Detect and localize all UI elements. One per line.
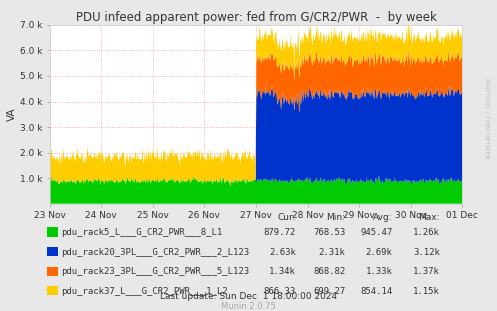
Text: RRDTOOL / TOBI OETIKER: RRDTOOL / TOBI OETIKER: [485, 78, 490, 159]
Text: 945.47: 945.47: [360, 228, 393, 237]
Text: Last update: Sun Dec  1 18:00:00 2024: Last update: Sun Dec 1 18:00:00 2024: [160, 292, 337, 300]
Text: pdu_rack23_3PL___G_CR2_PWR___5_L123: pdu_rack23_3PL___G_CR2_PWR___5_L123: [61, 267, 249, 276]
Text: pdu_rack5_L___G_CR2_PWR___8_L1: pdu_rack5_L___G_CR2_PWR___8_L1: [61, 228, 222, 237]
Y-axis label: VA: VA: [7, 108, 17, 121]
Text: Cur:: Cur:: [277, 213, 296, 222]
Text: 1.15k: 1.15k: [413, 287, 440, 296]
Text: 1.26k: 1.26k: [413, 228, 440, 237]
Text: 2.63k: 2.63k: [269, 248, 296, 257]
Text: pdu_rack20_3PL___G_CR2_PWR___2_L123: pdu_rack20_3PL___G_CR2_PWR___2_L123: [61, 248, 249, 257]
Text: 2.69k: 2.69k: [366, 248, 393, 257]
Title: PDU infeed apparent power: fed from G/CR2/PWR  -  by week: PDU infeed apparent power: fed from G/CR…: [76, 11, 436, 24]
Text: Min:: Min:: [327, 213, 345, 222]
Text: 868.82: 868.82: [313, 267, 345, 276]
Text: Max:: Max:: [418, 213, 440, 222]
Text: 879.72: 879.72: [263, 228, 296, 237]
Text: 699.27: 699.27: [313, 287, 345, 296]
Text: 1.34k: 1.34k: [269, 267, 296, 276]
Text: 1.33k: 1.33k: [366, 267, 393, 276]
Text: pdu_rack37_L___G_CR2_PWR___1_L2: pdu_rack37_L___G_CR2_PWR___1_L2: [61, 287, 227, 296]
Text: Avg:: Avg:: [373, 213, 393, 222]
Text: 768.53: 768.53: [313, 228, 345, 237]
Text: Munin 2.0.75: Munin 2.0.75: [221, 303, 276, 311]
Text: 3.12k: 3.12k: [413, 248, 440, 257]
Text: 866.33: 866.33: [263, 287, 296, 296]
Text: 1.37k: 1.37k: [413, 267, 440, 276]
Text: 854.14: 854.14: [360, 287, 393, 296]
Text: 2.31k: 2.31k: [319, 248, 345, 257]
